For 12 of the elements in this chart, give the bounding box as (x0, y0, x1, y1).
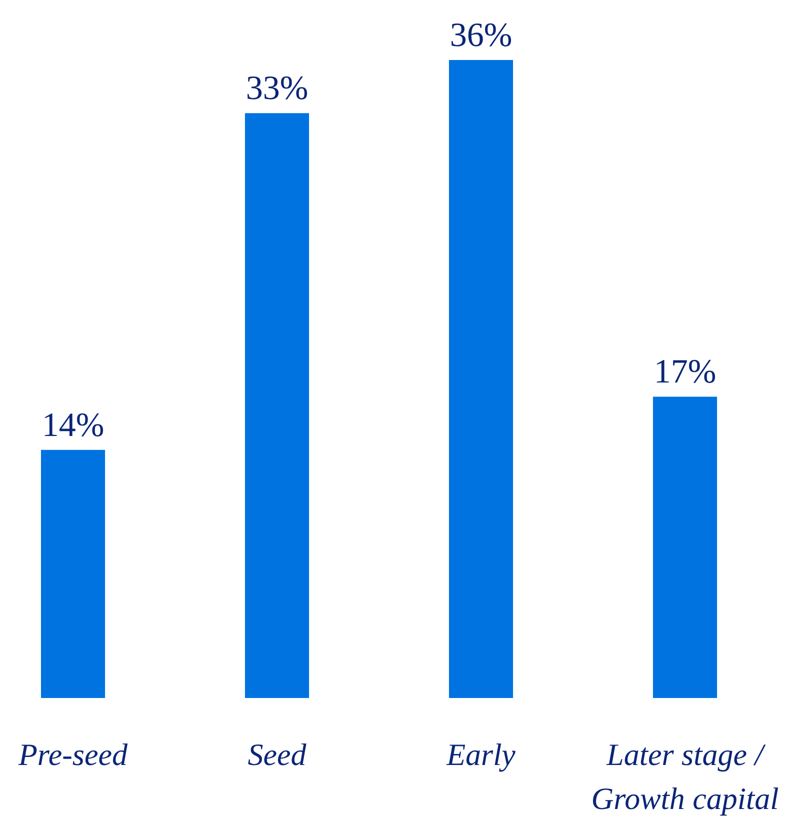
bar (40, 450, 106, 698)
bar (652, 396, 718, 698)
x-tick-label: Later stage / Growth capital (591, 737, 779, 816)
data-label: 33% (246, 70, 308, 108)
bar (448, 60, 514, 698)
data-label: 14% (42, 406, 104, 444)
x-tick-label: Early (446, 737, 516, 772)
data-label: 36% (450, 17, 512, 54)
bar (244, 113, 310, 698)
x-tick-label: Pre-seed (17, 737, 128, 772)
data-label: 17% (654, 354, 716, 391)
x-tick-label: Seed (248, 737, 307, 772)
